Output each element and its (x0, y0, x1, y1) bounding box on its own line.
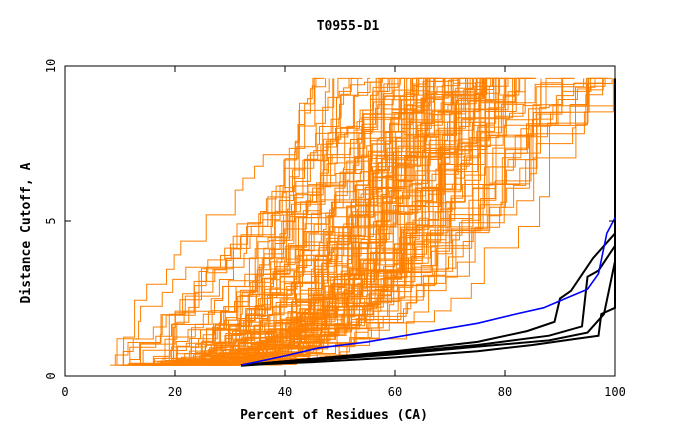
background-model-curves (110, 77, 616, 366)
plot-area (64, 65, 616, 377)
background-model-curve (116, 78, 509, 366)
x-axis-ticks: 0 20 40 60 80 100 (61, 66, 626, 399)
background-model-curve (114, 78, 526, 366)
x-tick-label: 60 (388, 385, 402, 399)
y-axis-ticks: 0 5 10 (44, 59, 615, 380)
highlighted-model-curves (240, 78, 616, 367)
background-model-curve (166, 78, 445, 366)
background-model-curve (154, 77, 607, 366)
background-model-curve (240, 77, 531, 366)
background-model-curve (147, 78, 420, 366)
background-model-curve (221, 77, 319, 366)
background-model-curve (195, 77, 427, 366)
x-tick-label: 40 (278, 385, 292, 399)
model-blue-curve (240, 217, 616, 366)
background-model-curve (187, 78, 327, 366)
x-axis-title: Percent of Residues (CA) (240, 408, 428, 423)
x-tick-label: 100 (604, 385, 626, 399)
model-black-2-curve (240, 245, 616, 367)
x-tick-label: 20 (168, 385, 182, 399)
y-tick-label: 10 (44, 59, 58, 73)
background-model-curve (183, 78, 413, 366)
background-model-curve (201, 78, 478, 366)
background-model-curve (242, 78, 389, 366)
model-black-4-curve (240, 78, 616, 367)
background-model-curve (122, 77, 479, 366)
y-tick-label: 0 (44, 372, 58, 379)
chart-title: T0955-D1 (317, 19, 380, 34)
background-model-curve (233, 78, 405, 366)
background-model-curve (174, 78, 542, 366)
y-axis-title: Distance Cutoff, A (19, 162, 34, 303)
background-model-curve (119, 78, 454, 366)
background-model-curve (124, 77, 512, 366)
background-model-curve (117, 77, 358, 366)
background-model-curve (118, 78, 436, 366)
background-model-curve (169, 78, 334, 366)
background-model-curve (139, 77, 398, 366)
background-model-curve (127, 78, 604, 366)
background-model-curve (153, 77, 508, 366)
x-tick-label: 80 (498, 385, 512, 399)
y-tick-label: 5 (44, 217, 58, 224)
background-model-curve (139, 78, 604, 366)
x-tick-label: 0 (61, 385, 68, 399)
background-model-curve (119, 78, 350, 366)
